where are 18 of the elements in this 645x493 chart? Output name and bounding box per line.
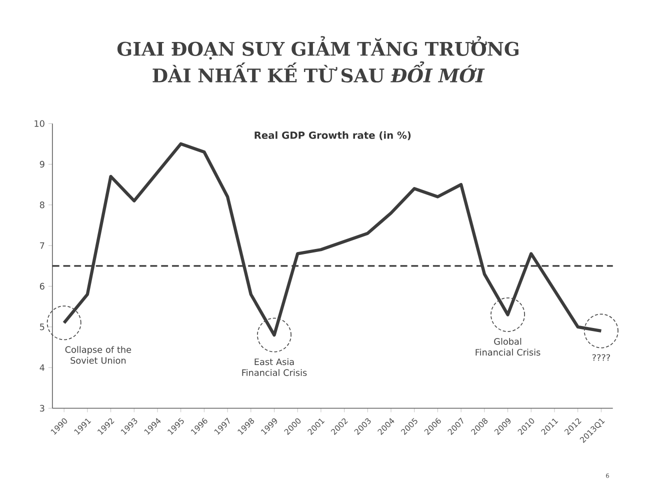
point	[257, 318, 292, 352]
text: Real GDP Growth rate (in %)	[254, 131, 411, 140]
y-tick-label: 7	[40, 242, 44, 249]
chart-title: GIAI ĐOẠN SUY GIẢM TĂNG TRƯỞNG DÀI NHẤT KẾ TỪ SAU ĐỔI MỚI	[117, 36, 518, 82]
y-tick-label: 3	[40, 404, 44, 412]
point	[490, 297, 526, 332]
y-tick-label: 4	[40, 364, 44, 371]
y-tick-label: 8	[40, 201, 44, 208]
y-tick-label: 10	[34, 120, 44, 127]
annotation: East Asia Financial Crisis	[242, 358, 307, 376]
annotation: ????	[592, 354, 610, 361]
y-tick-label: 5	[40, 323, 44, 330]
point	[46, 305, 82, 340]
annotation: Global Financial Crisis	[476, 338, 540, 356]
y-tick-label: 9	[40, 160, 44, 168]
y-tick-label: 6	[40, 282, 44, 290]
point	[584, 314, 618, 348]
annotation: Collapse of the Soviet Union	[65, 346, 132, 364]
